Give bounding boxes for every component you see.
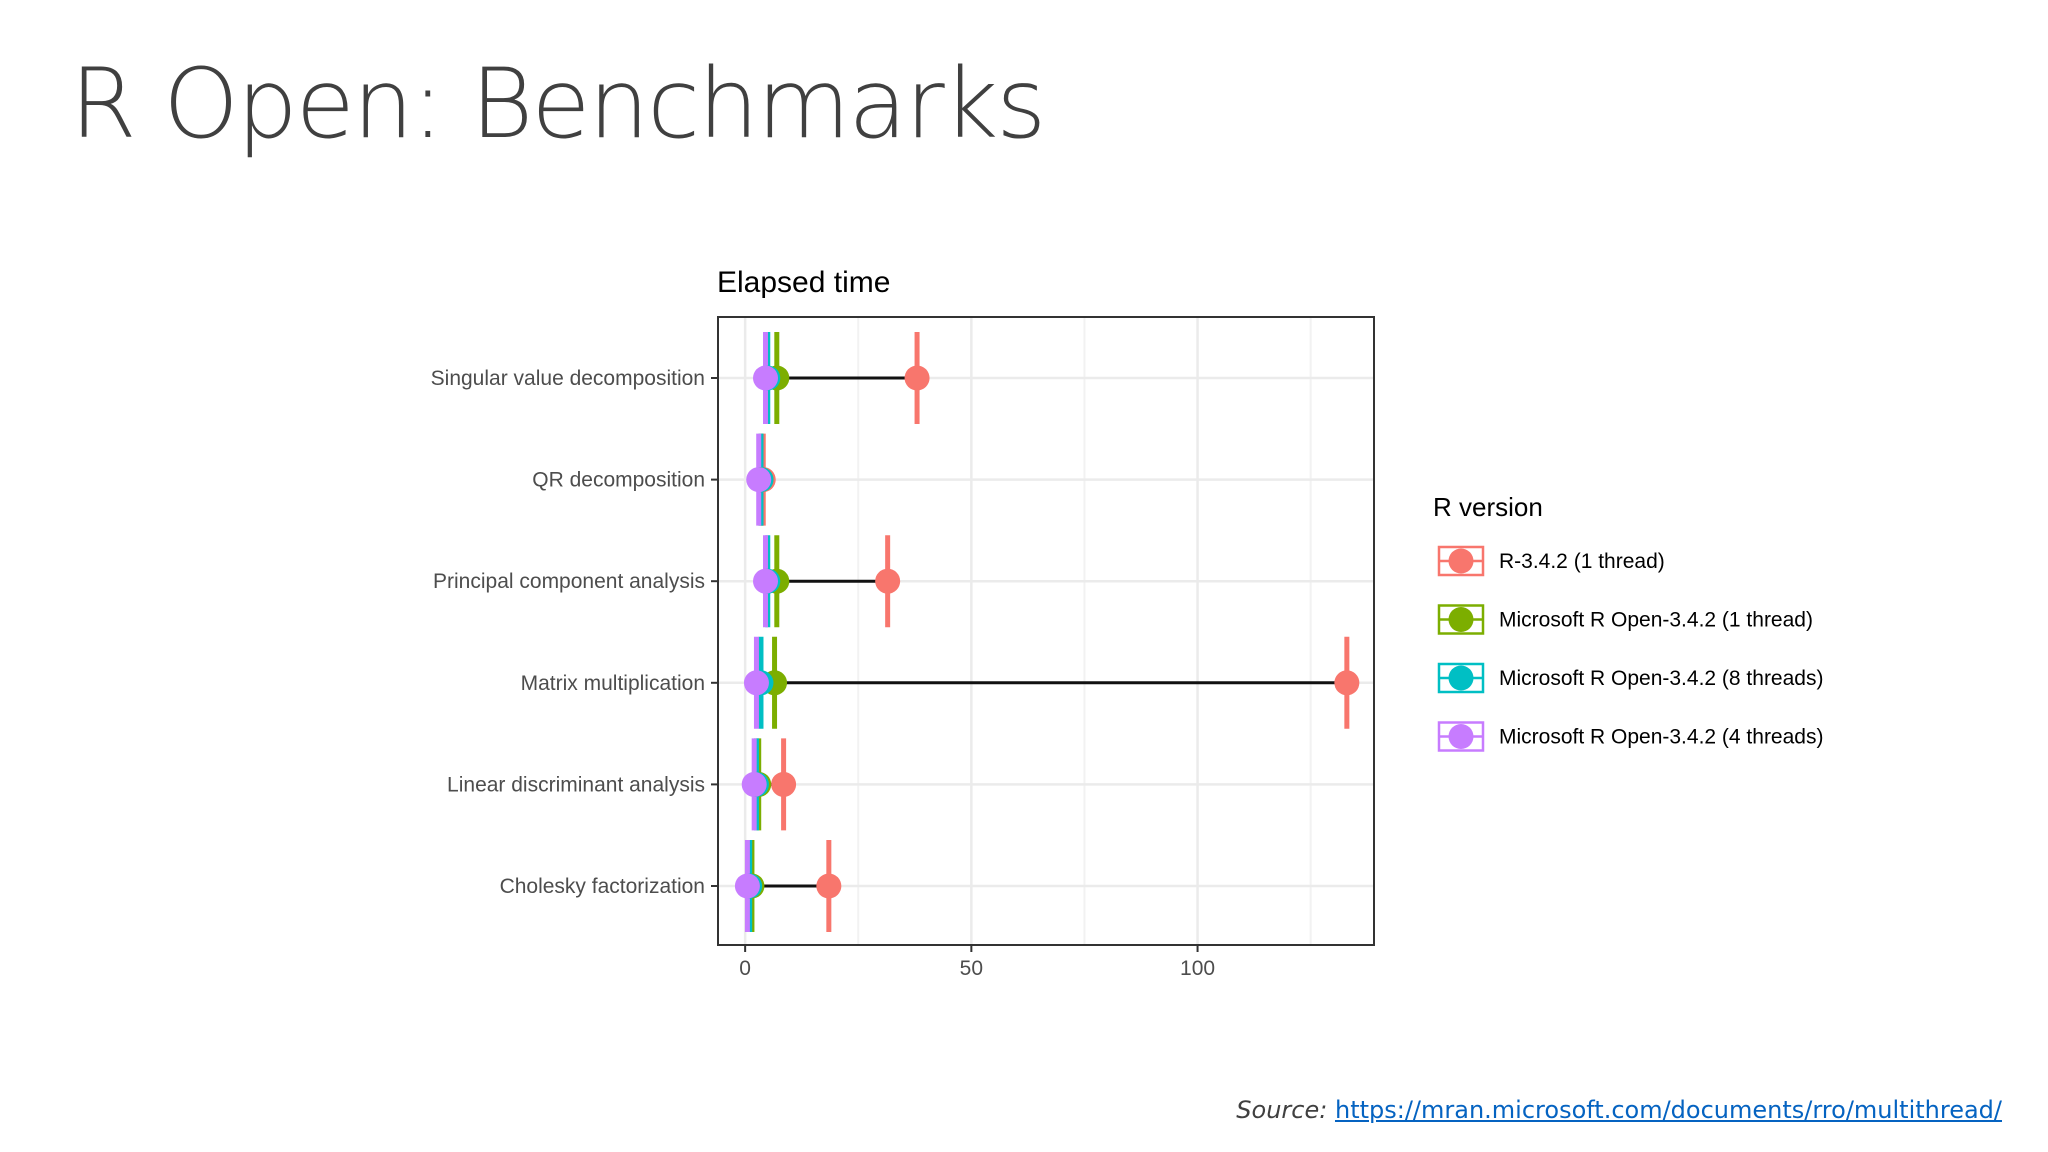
category-label: Linear discriminant analysis <box>447 773 705 796</box>
plot-border <box>717 316 1375 946</box>
legend-key-point <box>1448 548 1474 574</box>
chart-title: Elapsed time <box>717 266 890 299</box>
plot-area: Singular value decomposition QR decomposi… <box>431 316 1375 980</box>
category-label: Principal component analysis <box>433 570 705 593</box>
data-point <box>771 771 797 797</box>
data-point <box>734 873 760 899</box>
legend-title: R version <box>1433 492 1543 522</box>
legend-label: R-3.4.2 (1 thread) <box>1499 550 1665 573</box>
category-label: Cholesky factorization <box>500 875 705 898</box>
data-point <box>875 568 901 594</box>
category-label: Matrix multiplication <box>521 672 705 695</box>
x-tick-label: 100 <box>1180 957 1215 980</box>
plot-background <box>718 317 1374 945</box>
legend-key-point <box>1448 665 1474 691</box>
slide-title: R Open: Benchmarks <box>70 48 1046 160</box>
data-point <box>904 365 930 391</box>
source-citation: Source: https://mran.microsoft.com/docum… <box>1236 1096 2002 1124</box>
data-point <box>816 873 842 899</box>
data-point <box>753 365 779 391</box>
x-tick-label: 50 <box>960 957 983 980</box>
source-prefix: Source: <box>1236 1096 1328 1124</box>
data-point <box>746 467 772 493</box>
data-point <box>743 670 769 696</box>
x-tick-label: 0 <box>739 957 751 980</box>
data-point <box>753 568 779 594</box>
category-label: Singular value decomposition <box>431 367 705 390</box>
data-point <box>1334 670 1360 696</box>
category-label: QR decomposition <box>532 469 705 492</box>
legend-label: Microsoft R Open-3.4.2 (4 threads) <box>1499 726 1823 749</box>
legend-label: Microsoft R Open-3.4.2 (1 thread) <box>1499 609 1813 632</box>
data-point <box>741 771 767 797</box>
legend-label: Microsoft R Open-3.4.2 (8 threads) <box>1499 667 1823 690</box>
legend: R version R-3.4.2 (1 thread) Microsoft R … <box>1433 492 1823 752</box>
source-link[interactable]: https://mran.microsoft.com/documents/rro… <box>1334 1096 2002 1124</box>
legend-key-point <box>1448 607 1474 632</box>
legend-key-point <box>1448 724 1474 749</box>
